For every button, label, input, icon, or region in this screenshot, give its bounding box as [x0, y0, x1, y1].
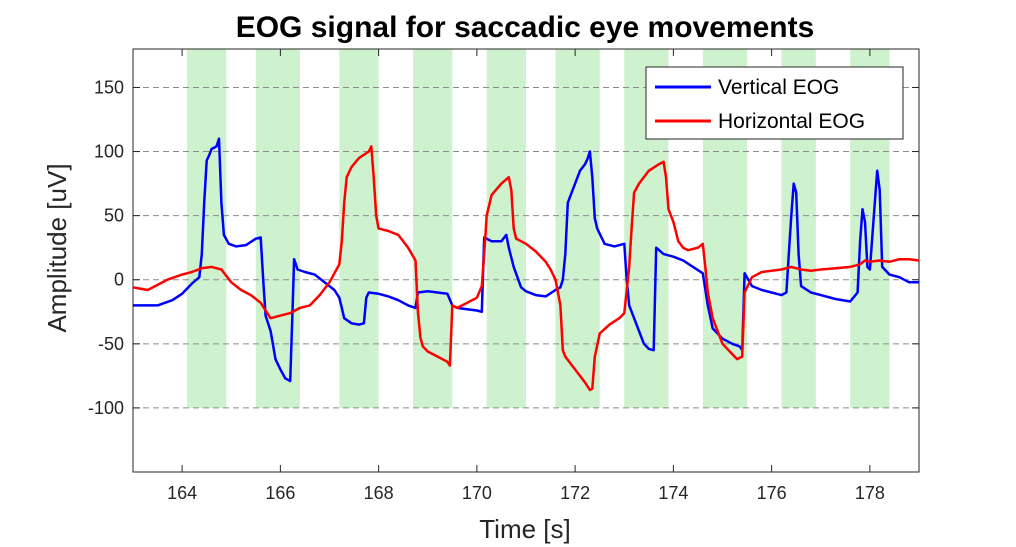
- x-tick-label-168: 168: [364, 483, 394, 503]
- y-tick-label-100: 100: [94, 142, 124, 162]
- legend-label-vertical: Vertical EOG: [718, 76, 839, 99]
- x-tick-label-164: 164: [167, 483, 197, 503]
- legend: Vertical EOG Horizontal EOG: [645, 66, 904, 140]
- axis-ticks: 164 166 168 170 172 174 176 178 150 100 50 0 -50 -100: [88, 49, 919, 503]
- chart-title: EOG signal for saccadic eye movements: [236, 11, 815, 44]
- x-tick-label-170: 170: [462, 483, 492, 503]
- shaded-interval-4: [486, 49, 526, 408]
- y-axis-label: Amplitude [uV]: [42, 163, 72, 332]
- x-tick-label-178: 178: [855, 483, 885, 503]
- x-tick-label-174: 174: [658, 483, 688, 503]
- shaded-interval-1: [255, 49, 301, 408]
- series-lines: [133, 137, 919, 392]
- y-tick-label-50: 50: [104, 206, 124, 226]
- shaded-interval-5: [555, 49, 600, 408]
- x-tick-label-166: 166: [265, 483, 295, 503]
- x-tick-label-176: 176: [757, 483, 787, 503]
- series-line-horizontal-eog: [133, 145, 919, 392]
- x-tick-label-172: 172: [560, 483, 590, 503]
- x-axis-label: Time [s]: [479, 514, 570, 544]
- legend-box: [645, 66, 904, 140]
- shaded-interval-2: [339, 49, 379, 408]
- y-tick-label--50: -50: [98, 334, 124, 354]
- series-line-vertical-eog: [133, 137, 919, 383]
- shaded-interval-0: [187, 49, 227, 408]
- y-tick-label--100: -100: [88, 398, 124, 418]
- y-tick-label-0: 0: [114, 270, 124, 290]
- y-tick-label-150: 150: [94, 77, 124, 97]
- shaded-interval-3: [413, 49, 453, 408]
- legend-label-horizontal: Horizontal EOG: [718, 110, 865, 133]
